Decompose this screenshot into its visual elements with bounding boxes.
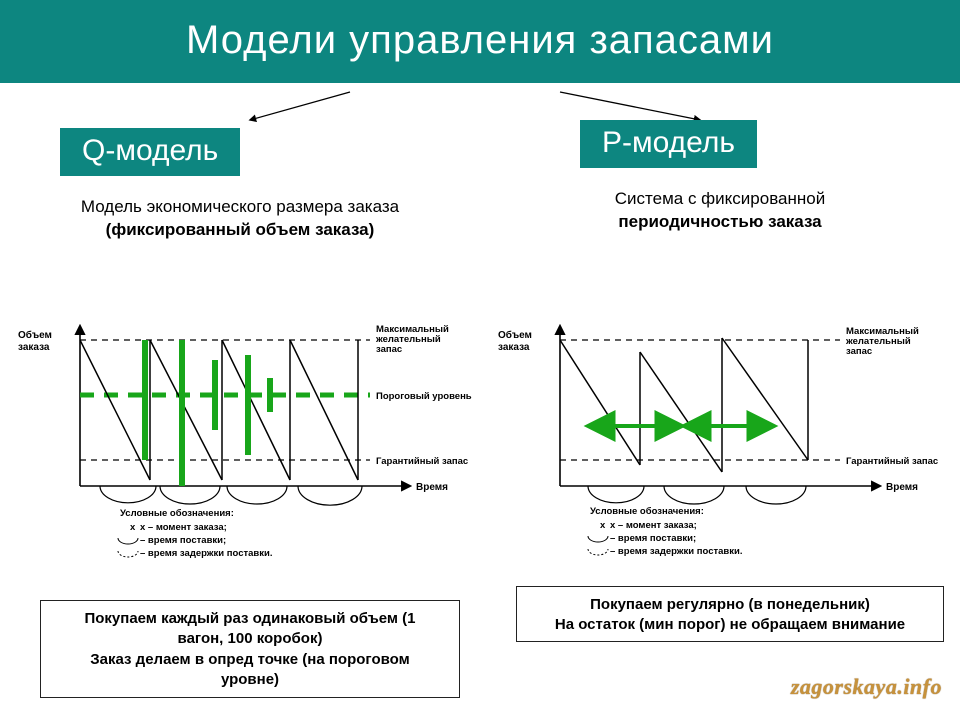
note-line: На остаток (мин порог) не обращаем внима… [555, 616, 905, 633]
note-line: Покупаем регулярно (в понедельник) [590, 596, 870, 613]
q-model-subtitle: Модель экономического размера заказа (фи… [20, 196, 460, 242]
p-model-chart: ОбъемзаказаВремяМаксимальныйжелательныйз… [490, 300, 955, 570]
subtitle-line: Модель экономического размера заказа [81, 197, 399, 216]
note-line: Покупаем каждый раз одинаковый объем (1 [84, 610, 415, 627]
svg-text:Гарантийный запас: Гарантийный запас [846, 456, 938, 467]
svg-text:Условные обозначения:: Условные обозначения: [590, 506, 704, 517]
svg-text:Гарантийный запас: Гарантийный запас [376, 456, 468, 467]
svg-text:x – момент заказа;: x – момент заказа; [610, 520, 697, 531]
svg-text:Время: Время [416, 482, 448, 493]
branch-arrows [0, 84, 960, 134]
svg-text:x – момент заказа;: x – момент заказа; [140, 522, 227, 533]
svg-text:Время: Время [886, 482, 918, 493]
svg-text:запас: запас [846, 346, 872, 357]
q-model-note-box: Покупаем каждый раз одинаковый объем (1 … [40, 600, 460, 698]
svg-text:запас: запас [376, 344, 402, 355]
svg-text:– время поставки;: – время поставки; [610, 533, 696, 544]
p-model-note-box: Покупаем регулярно (в понедельник) На ос… [516, 586, 944, 642]
note-line: Заказ делаем в опред точке (на пороговом [90, 651, 409, 668]
p-model-badge: P-модель [580, 120, 757, 168]
svg-text:– время задержки поставки.: – время задержки поставки. [610, 546, 743, 557]
note-line: уровне) [221, 671, 279, 688]
svg-text:– время задержки поставки.: – время задержки поставки. [140, 548, 273, 559]
svg-text:заказа: заказа [498, 342, 530, 353]
svg-text:x: x [130, 522, 136, 533]
svg-text:– время поставки;: – время поставки; [140, 535, 226, 546]
q-model-badge: Q-модель [60, 128, 240, 176]
svg-text:заказа: заказа [18, 342, 50, 353]
svg-text:Объем: Объем [498, 329, 532, 341]
p-model-subtitle: Система с фиксированной периодичностью з… [510, 188, 930, 234]
subtitle-line: Система с фиксированной [615, 189, 825, 208]
watermark: zagorskaya.info [791, 674, 942, 700]
svg-text:x: x [600, 520, 606, 531]
subtitle-line-bold: периодичностью заказа [618, 212, 821, 231]
page-title: Модели управления запасами [0, 0, 960, 83]
svg-text:Пороговый уровень: Пороговый уровень [376, 391, 472, 402]
note-line: вагон, 100 коробок) [178, 630, 323, 647]
q-model-chart: ОбъемзаказаВремяМаксимальныйжелательныйз… [10, 300, 490, 570]
svg-text:Условные обозначения:: Условные обозначения: [120, 508, 234, 519]
svg-text:Объем: Объем [18, 329, 52, 341]
subtitle-line-bold: (фиксированный объем заказа) [106, 220, 375, 239]
